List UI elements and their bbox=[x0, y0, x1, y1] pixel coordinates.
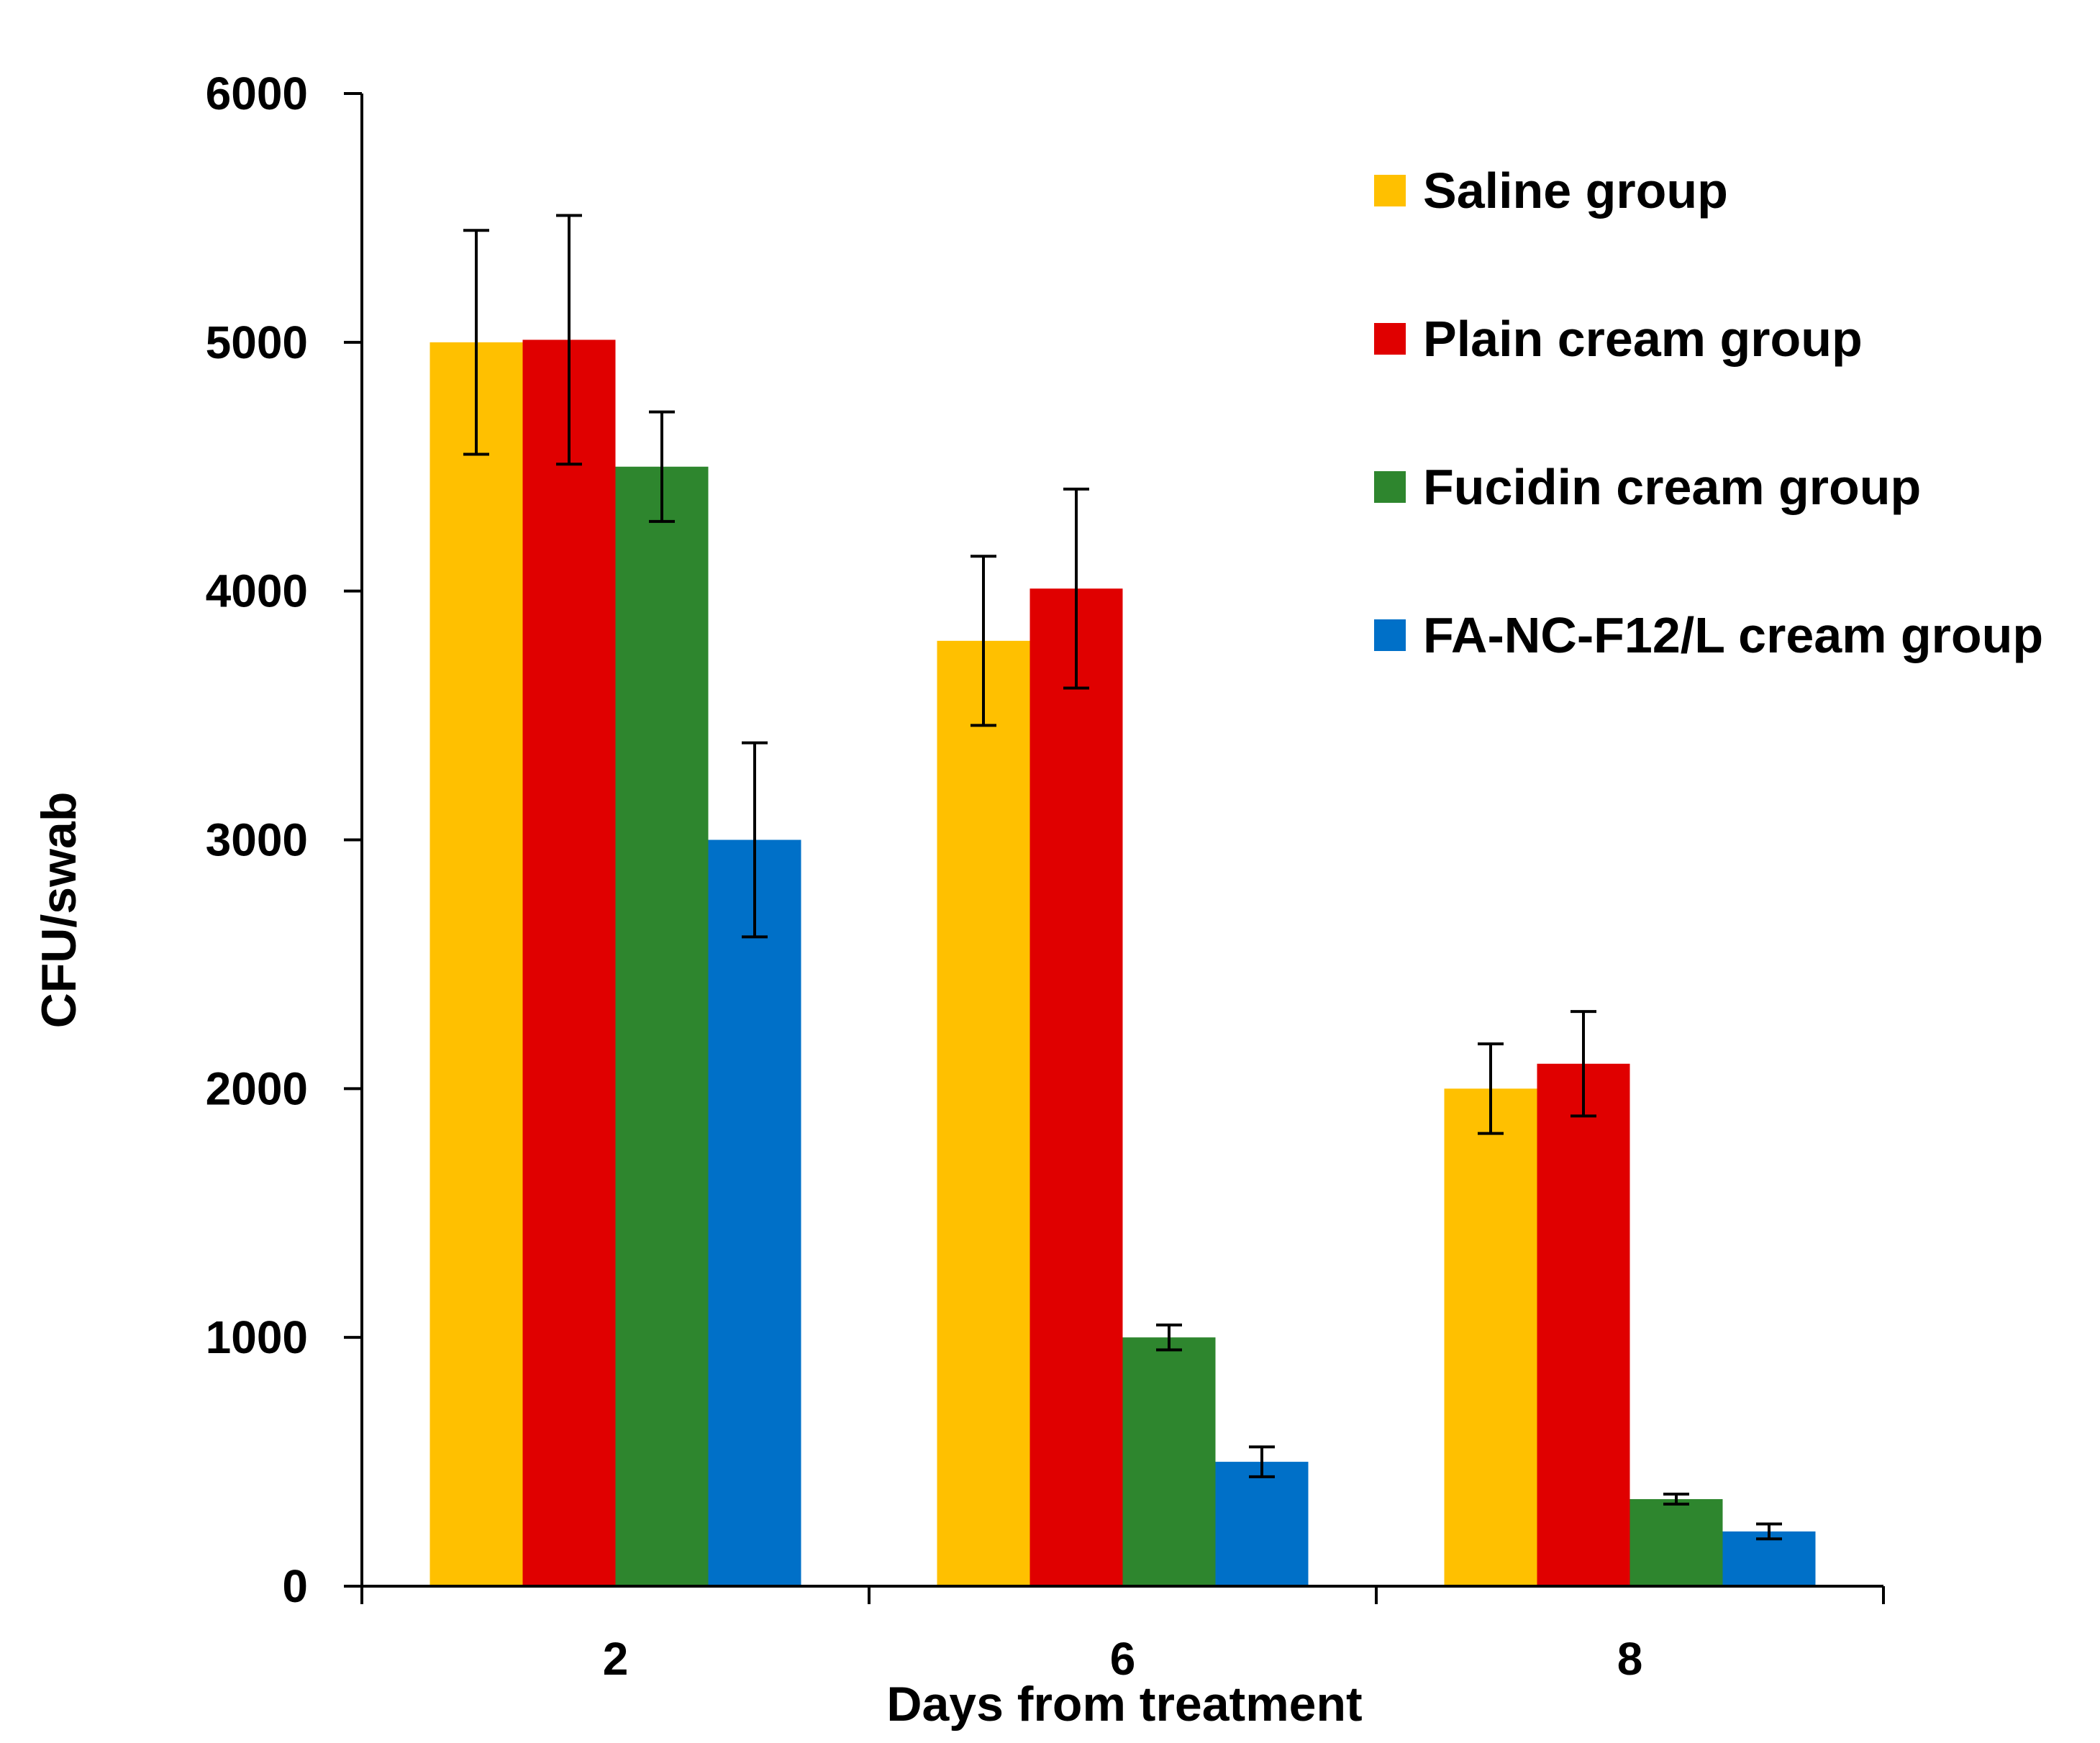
x-tick-label-6: 6 bbox=[1110, 1633, 1136, 1685]
x-axis-title: Days from treatment bbox=[886, 1677, 1362, 1731]
legend-label-2: Fucidin cream group bbox=[1423, 459, 1921, 515]
y-tick-label-4000: 4000 bbox=[206, 565, 308, 617]
error-bars-layer bbox=[463, 214, 1782, 1541]
bar-8-3 bbox=[1722, 1531, 1816, 1586]
bar-2-3 bbox=[708, 839, 801, 1586]
y-tick-label-3000: 3000 bbox=[206, 814, 308, 866]
bar-2-2 bbox=[615, 466, 709, 1586]
bar-6-0 bbox=[937, 640, 1030, 1587]
legend-label-3: FA-NC-F12/L cream group bbox=[1423, 607, 2043, 663]
x-tick-label-2: 2 bbox=[603, 1633, 629, 1685]
x-tick-label-8: 8 bbox=[1617, 1633, 1643, 1685]
y-ticks: 0 1000 2000 3000 4000 5000 6000 bbox=[206, 68, 362, 1612]
legend-label-1: Plain cream group bbox=[1423, 311, 1863, 367]
legend-swatch-1 bbox=[1374, 323, 1406, 355]
bar-6-2 bbox=[1122, 1337, 1216, 1586]
bar-8-1 bbox=[1537, 1063, 1630, 1586]
bar-8-0 bbox=[1444, 1088, 1537, 1586]
legend-swatch-0 bbox=[1374, 175, 1406, 206]
legend-swatch-3 bbox=[1374, 619, 1406, 651]
bar-6-1 bbox=[1029, 588, 1123, 1587]
bar-6-3 bbox=[1215, 1462, 1309, 1586]
bar-2-0 bbox=[429, 342, 523, 1586]
y-tick-label-2000: 2000 bbox=[206, 1062, 308, 1114]
bar-8-2 bbox=[1629, 1498, 1723, 1586]
y-tick-label-1000: 1000 bbox=[206, 1311, 308, 1363]
legend-swatch-2 bbox=[1374, 471, 1406, 503]
legend-label-0: Saline group bbox=[1423, 163, 1728, 219]
y-axis-title: CFU/swab bbox=[32, 792, 86, 1029]
y-tick-label-6000: 6000 bbox=[206, 68, 308, 119]
y-tick-label-5000: 5000 bbox=[206, 317, 308, 368]
y-tick-label-0: 0 bbox=[282, 1560, 308, 1612]
bar-2-1 bbox=[522, 340, 616, 1586]
legend: Saline group Plain cream group Fucidin cre… bbox=[1374, 163, 2043, 663]
bars-layer bbox=[429, 340, 1816, 1587]
x-ticks: 2 6 8 bbox=[360, 1586, 1885, 1685]
